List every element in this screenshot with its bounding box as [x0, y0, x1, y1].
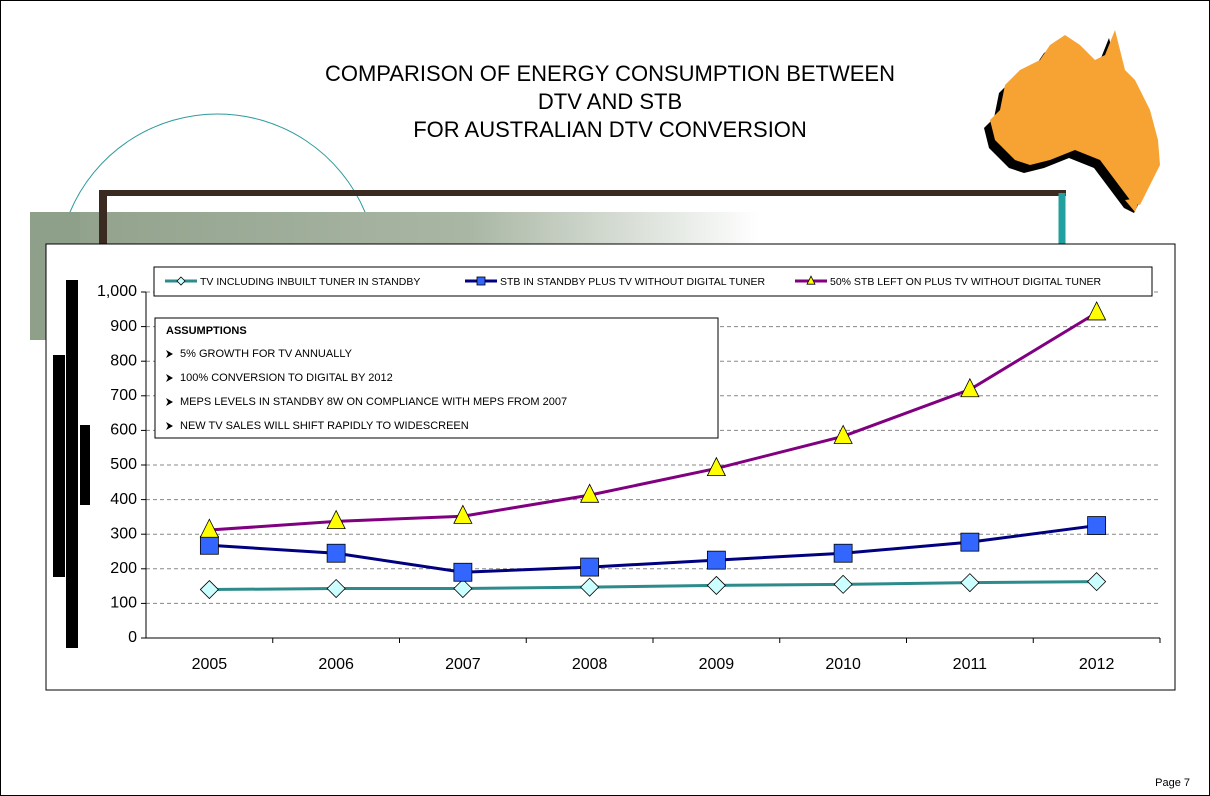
- marker: [1086, 301, 1107, 321]
- marker: [960, 377, 980, 398]
- assumptions-box: [154, 317, 719, 439]
- x-tick-label: 2012: [1079, 656, 1115, 673]
- chart-box: [45, 243, 1176, 691]
- australia-map: [984, 30, 1160, 213]
- legend-label: 50% STB LEFT ON PLUS TV WITHOUT DIGITAL …: [830, 276, 1102, 288]
- marker: [580, 557, 600, 577]
- bullet: [166, 350, 173, 358]
- marker: [453, 578, 473, 599]
- y-tick-label: 100: [110, 595, 137, 612]
- assumption-item: 5% GROWTH FOR TV ANNUALLY: [180, 348, 353, 360]
- marker: [960, 532, 980, 552]
- marker: [833, 543, 853, 563]
- assumptions-heading: ASSUMPTIONS: [166, 325, 247, 337]
- series-line: [209, 524, 1097, 574]
- marker: [199, 518, 220, 538]
- legend-label: STB IN STANDBY PLUS TV WITHOUT DIGITAL T…: [500, 276, 765, 288]
- decor-bar: [53, 355, 65, 577]
- bullet: [166, 398, 173, 406]
- marker: [176, 276, 186, 286]
- marker: [833, 424, 853, 444]
- marker: [1087, 572, 1107, 592]
- title-line: COMPARISON OF ENERGY CONSUMPTION BETWEEN: [325, 61, 895, 86]
- marker: [806, 275, 816, 285]
- marker: [199, 579, 219, 600]
- assumption-item: NEW TV SALES WILL SHIFT RAPIDLY TO WIDES…: [180, 420, 469, 432]
- marker: [960, 573, 980, 593]
- x-tick-label: 2007: [445, 656, 481, 673]
- legend-box: [153, 266, 1153, 297]
- decor-band: [30, 212, 760, 244]
- assumption-item: MEPS LEVELS IN STANDBY 8W ON COMPLIANCE …: [180, 396, 567, 408]
- bullet: [166, 422, 173, 430]
- marker: [833, 574, 853, 594]
- marker: [579, 483, 600, 503]
- y-tick-label: 600: [110, 422, 137, 439]
- marker: [453, 562, 473, 582]
- marker: [199, 535, 219, 555]
- legend-label: TV INCLUDING INBUILT TUNER IN STANDBY: [200, 276, 420, 288]
- assumption-item: 100% CONVERSION TO DIGITAL BY 2012: [180, 372, 393, 384]
- legend-marker: [476, 276, 486, 286]
- y-tick-label: 400: [110, 491, 137, 508]
- bullet: [166, 374, 173, 382]
- series-line: [209, 311, 1098, 532]
- marker: [580, 577, 600, 597]
- marker: [1087, 516, 1107, 535]
- title-line: FOR AUSTRALIAN DTV CONVERSION: [413, 117, 807, 142]
- y-tick-label: 200: [110, 560, 137, 577]
- series-line: [209, 580, 1097, 592]
- x-tick-label: 2005: [192, 656, 228, 673]
- marker: [326, 543, 346, 563]
- x-tick-label: 2009: [699, 656, 735, 673]
- y-tick-label: 800: [110, 352, 137, 369]
- marker: [326, 578, 346, 599]
- marker: [453, 504, 473, 524]
- y-tick-label: 500: [110, 456, 137, 473]
- y-tick-label: 700: [110, 387, 137, 404]
- x-tick-label: 2008: [572, 656, 608, 673]
- x-tick-label: 2010: [825, 656, 861, 673]
- x-tick-label: 2006: [318, 656, 354, 673]
- marker: [706, 456, 727, 477]
- decor-arc: [69, 113, 366, 213]
- y-tick-label: 300: [110, 525, 137, 542]
- page-number: Page 7: [1155, 777, 1190, 789]
- decor-bar: [80, 425, 90, 505]
- title-line: DTV AND STB: [538, 89, 682, 114]
- y-tick-label: 0: [128, 629, 137, 646]
- marker: [706, 550, 726, 570]
- legend-marker: [806, 275, 816, 285]
- marker: [706, 575, 726, 595]
- decor-bar: [66, 280, 78, 648]
- x-tick-label: 2011: [953, 656, 988, 673]
- y-tick-label: 1,000: [97, 283, 137, 300]
- y-tick-label: 900: [110, 318, 137, 335]
- legend-marker: [176, 276, 186, 286]
- plot: 0 100 200 300 400 500 600 700 800 900 1,000 2005 200…: [97, 266, 1161, 673]
- marker: [326, 509, 346, 529]
- marker: [476, 276, 486, 286]
